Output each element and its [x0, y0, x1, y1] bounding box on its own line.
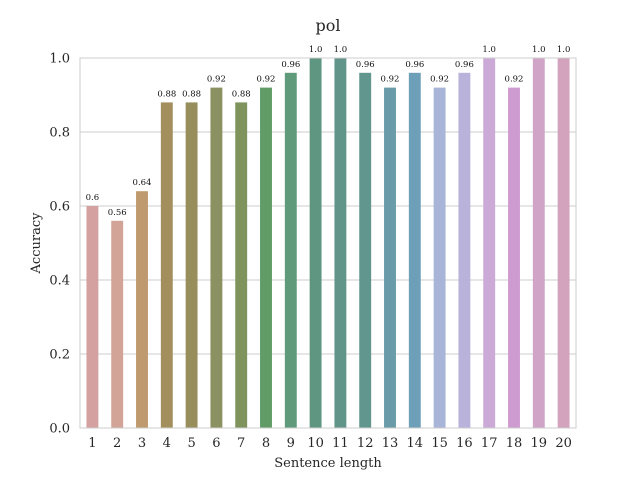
y-tick-label: 0.6 — [49, 200, 70, 215]
x-axis-ticks: 1 2 3 4 5 6 7 8 9 10 11 12 13 14 15 16 17 18 19 20 — [88, 436, 572, 451]
bar — [185, 102, 198, 429]
x-tick-label: 18 — [506, 436, 523, 451]
x-tick-label: 20 — [555, 436, 572, 451]
x-tick-label: 12 — [357, 436, 374, 451]
bar — [334, 58, 347, 428]
bar-value-label: 0.56 — [108, 208, 127, 218]
bar-value-label: 0.92 — [207, 75, 226, 85]
bar — [284, 72, 297, 429]
bar-value-label: 1.0 — [334, 45, 348, 55]
bar — [458, 72, 471, 429]
grid-lines — [80, 57, 576, 429]
x-tick-label: 4 — [163, 436, 171, 451]
x-tick-label: 10 — [307, 436, 324, 451]
x-tick-label: 5 — [187, 436, 195, 451]
bar — [508, 87, 520, 428]
bars — [86, 58, 570, 429]
x-tick-label: 2 — [113, 436, 121, 451]
data-labels: 0.6 0.56 0.64 0.88 0.88 0.92 0.88 0.92 0.96 1.0 1.… — [86, 45, 571, 218]
bar-value-label: 0.88 — [182, 89, 201, 99]
chart-title: pol — [316, 16, 341, 35]
bar — [433, 87, 446, 428]
bar-value-label: 0.92 — [430, 75, 449, 85]
bar-value-label: 1.0 — [309, 45, 323, 55]
x-tick-label: 8 — [262, 436, 270, 451]
bar-value-label: 1.0 — [532, 45, 546, 55]
x-tick-label: 13 — [382, 436, 399, 451]
bar-value-label: 0.92 — [381, 75, 400, 85]
x-tick-label: 16 — [456, 436, 473, 451]
y-tick-label: 1.0 — [49, 52, 70, 67]
bar-value-label: 1.0 — [482, 45, 496, 55]
bar — [557, 58, 570, 428]
bar-value-label: 0.96 — [281, 60, 300, 70]
bar-value-label: 0.88 — [157, 89, 176, 99]
bar — [160, 102, 173, 429]
bar — [359, 72, 372, 429]
x-tick-label: 6 — [212, 436, 220, 451]
bar — [483, 58, 496, 428]
bar-value-label: 0.64 — [133, 178, 152, 188]
x-tick-label: 19 — [531, 436, 548, 451]
bar — [309, 58, 322, 428]
y-tick-label: 0.0 — [49, 422, 70, 437]
bar-value-label: 0.88 — [232, 89, 251, 99]
y-axis-ticks: 0.0 0.2 0.4 0.6 0.8 1.0 — [49, 52, 70, 437]
x-tick-label: 14 — [407, 436, 424, 451]
bar — [384, 87, 396, 428]
bar — [532, 58, 545, 428]
bar — [86, 206, 99, 428]
bar-value-label: 0.96 — [356, 60, 375, 70]
plot-frame — [79, 57, 577, 429]
y-axis-label: Accuracy — [29, 212, 44, 275]
bar — [260, 87, 272, 428]
bar-value-label: 0.92 — [505, 75, 524, 85]
x-tick-label: 7 — [237, 436, 245, 451]
bar-value-label: 0.96 — [405, 60, 424, 70]
bar — [235, 102, 248, 429]
x-tick-label: 15 — [431, 436, 448, 451]
bar — [136, 191, 148, 428]
bar-value-label: 0.96 — [455, 60, 474, 70]
bar-value-label: 0.6 — [86, 193, 100, 203]
x-tick-label: 17 — [481, 436, 498, 451]
bar-value-label: 0.92 — [257, 75, 276, 85]
bar — [210, 87, 223, 428]
y-tick-label: 0.8 — [49, 126, 70, 141]
x-tick-label: 3 — [138, 436, 146, 451]
x-axis-label: Sentence length — [274, 456, 382, 471]
y-tick-label: 0.4 — [49, 274, 70, 289]
bar — [408, 72, 421, 429]
x-tick-label: 1 — [88, 436, 96, 451]
x-tick-label: 11 — [332, 436, 349, 451]
bar — [111, 220, 124, 428]
x-tick-label: 9 — [287, 436, 295, 451]
bar-value-label: 1.0 — [557, 45, 571, 55]
y-tick-label: 0.2 — [49, 348, 70, 363]
